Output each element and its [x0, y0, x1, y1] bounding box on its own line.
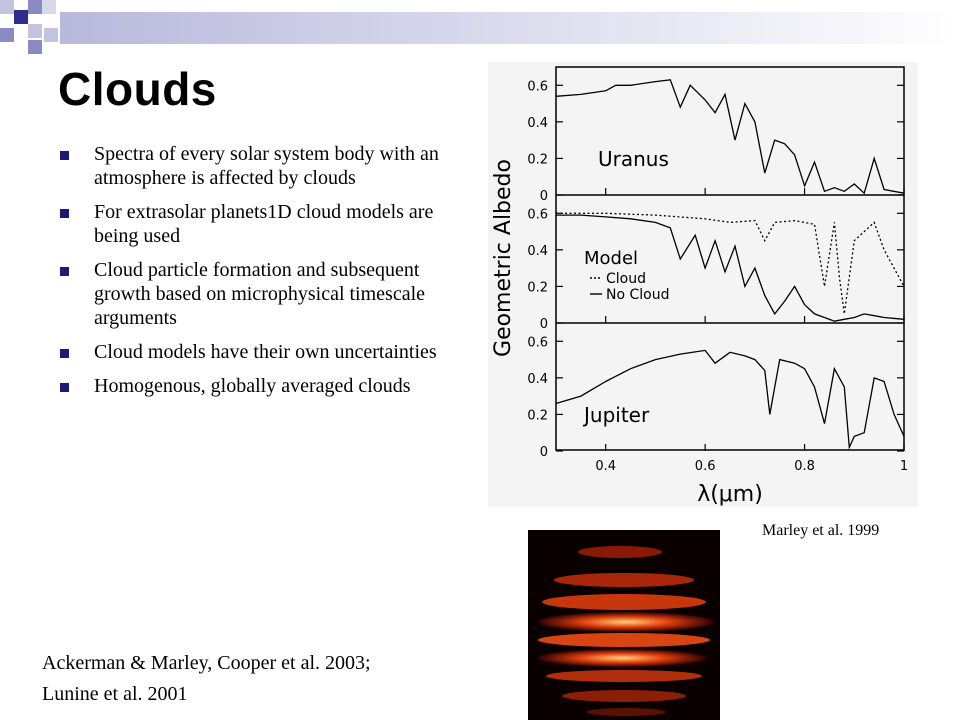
- slide-title: Clouds: [58, 63, 217, 115]
- bullet-square-icon: [60, 349, 69, 358]
- banner-square: [42, 0, 56, 14]
- bullet-item: Spectra of every solar system body with …: [60, 142, 445, 190]
- y-tick-label: 0.4: [527, 372, 548, 387]
- reference-line: Ackerman & Marley, Cooper et al. 2003;: [42, 652, 371, 674]
- bullet-text: Homogenous, globally averaged clouds: [94, 375, 411, 397]
- bullet-text: For extrasolar planets1D cloud models ar…: [94, 201, 434, 247]
- y-tick-label: 0.6: [527, 335, 548, 350]
- plot-frame: [555, 66, 905, 451]
- planet-band: [538, 612, 714, 632]
- header-banner: [0, 0, 960, 54]
- reference-credits: Ackerman & Marley, Cooper et al. 2003; L…: [42, 648, 371, 710]
- banner-square: [28, 0, 42, 14]
- x-tick-label: 1: [900, 459, 908, 474]
- y-tick-label: 0.4: [527, 116, 548, 131]
- planet-band: [586, 708, 666, 716]
- bullet-item: For extrasolar planets1D cloud models ar…: [60, 200, 445, 248]
- jupiter-spectrum-line: [555, 349, 905, 450]
- bullet-item: Homogenous, globally averaged clouds: [60, 374, 445, 398]
- bullet-list: Spectra of every solar system body with …: [60, 142, 445, 408]
- albedo-spectra-figure: Geometric Albedo λ(μm) 0 0.2 0.4 0.6 0 0.2 0.4…: [488, 62, 918, 507]
- x-tick-label: 0.6: [695, 459, 716, 474]
- x-tick-label: 0.4: [595, 459, 616, 474]
- planet-band: [562, 690, 686, 702]
- planet-band: [542, 594, 706, 610]
- y-tick-label: 0: [540, 317, 548, 332]
- uranus-spectrum-line: [555, 79, 905, 195]
- banner-square: [44, 28, 58, 42]
- banner-square: [28, 40, 42, 54]
- planet-band: [546, 670, 702, 682]
- y-tick-label: 0: [540, 189, 548, 204]
- banner-square: [0, 0, 14, 14]
- x-tick-label: 0.8: [794, 459, 815, 474]
- bullet-text: Spectra of every solar system body with …: [94, 143, 439, 189]
- bullet-text: Cloud models have their own uncertaintie…: [94, 341, 437, 363]
- planet-band: [554, 573, 694, 587]
- panel-label-jupiter: Jupiter: [582, 403, 650, 427]
- y-tick-label: 0.6: [527, 207, 548, 222]
- bullet-square-icon: [60, 151, 69, 160]
- bullet-square-icon: [60, 209, 69, 218]
- y-axis-label: Geometric Albedo: [491, 159, 516, 357]
- banner-square: [14, 10, 28, 24]
- planet-band: [578, 546, 662, 558]
- panel-label-model: Model: [584, 248, 638, 269]
- y-tick-label: 0.2: [527, 280, 548, 295]
- y-tick-label: 0: [540, 445, 548, 460]
- figure-credit: Marley et al. 1999: [762, 522, 880, 539]
- legend-cloud-label: Cloud: [606, 271, 646, 287]
- model-no-cloud-line: [556, 214, 905, 322]
- legend-nocloud-label: No Cloud: [606, 287, 669, 303]
- banner-square: [0, 28, 14, 42]
- y-tick-label: 0.2: [527, 408, 548, 423]
- banner-gradient: [60, 12, 960, 44]
- bullet-text: Cloud particle formation and subsequent …: [94, 259, 426, 329]
- banner-square: [28, 24, 42, 38]
- planet-band: [538, 633, 710, 647]
- planet-band: [538, 649, 706, 667]
- y-tick-label: 0.4: [527, 244, 548, 259]
- bullet-square-icon: [60, 383, 69, 392]
- jupiter-infrared-image: [528, 530, 720, 720]
- x-axis-label: λ(μm): [697, 482, 763, 507]
- panel-label-uranus: Uranus: [598, 147, 669, 171]
- y-tick-label: 0.6: [527, 79, 548, 94]
- reference-line: Lunine et al. 2001: [42, 683, 188, 705]
- y-tick-label: 0.2: [527, 152, 548, 167]
- bullet-square-icon: [60, 267, 69, 276]
- bullet-item: Cloud particle formation and subsequent …: [60, 258, 445, 330]
- model-cloud-line: [556, 212, 905, 314]
- bullet-item: Cloud models have their own uncertaintie…: [60, 340, 445, 364]
